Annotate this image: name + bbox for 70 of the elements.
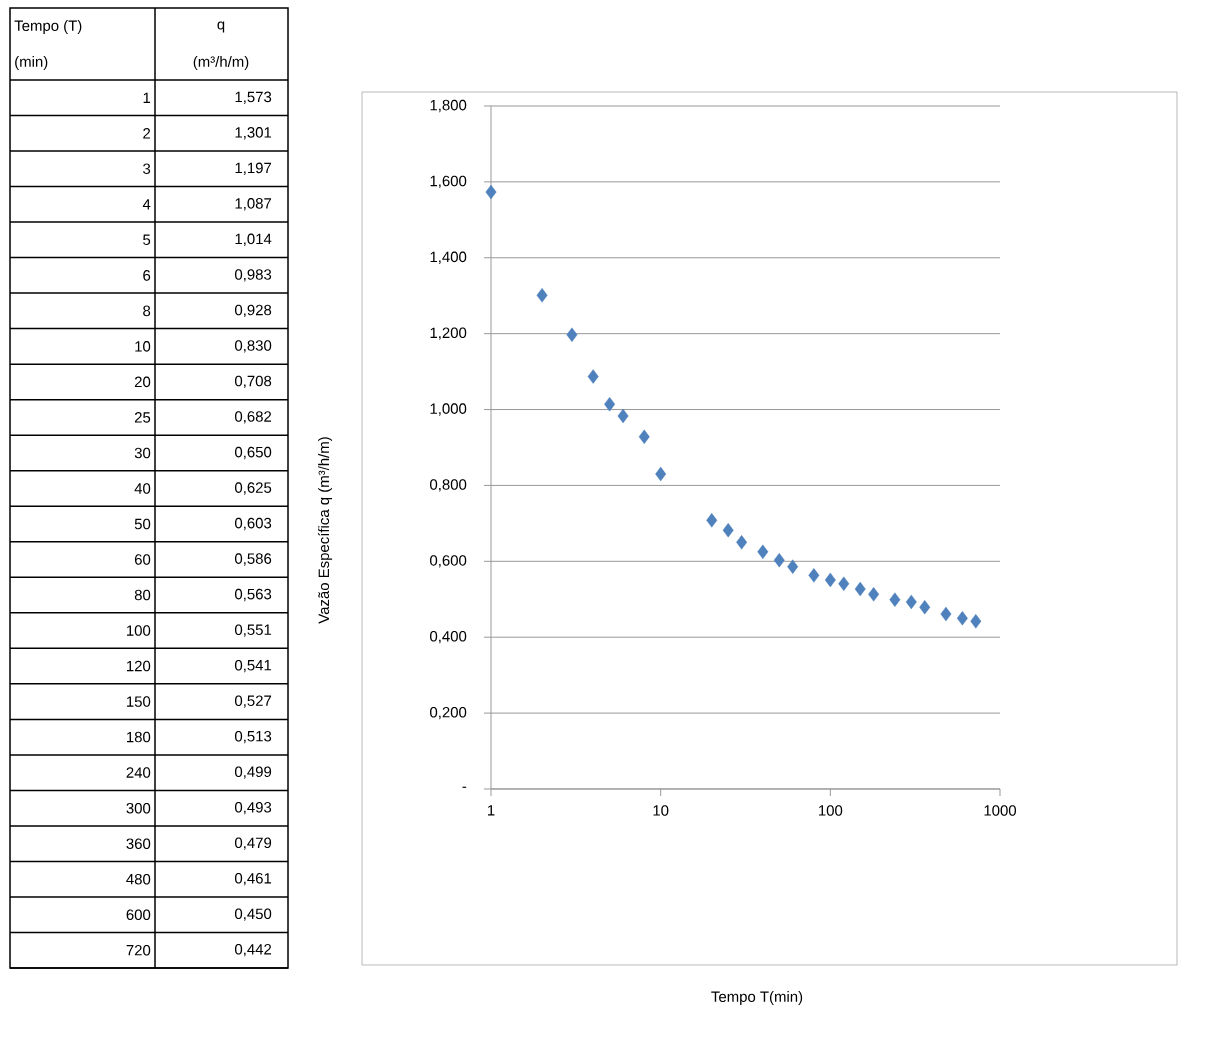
text: 4 <box>142 199 151 210</box>
text: 2 <box>143 128 151 139</box>
text: 0,527 <box>234 695 272 708</box>
text: 50 <box>134 518 151 530</box>
text: 100 <box>127 625 151 636</box>
text: (min) <box>15 56 48 70</box>
x-tick-label: 1 <box>488 805 495 816</box>
text: 0,983 <box>234 269 272 282</box>
y-tick-label: - <box>462 786 467 788</box>
text: 0,650 <box>234 446 272 460</box>
text: 10 <box>135 341 151 352</box>
text: 0,541 <box>234 659 272 673</box>
text: 1,014 <box>235 233 272 246</box>
y-tick-label: 0,800 <box>430 479 467 492</box>
text: 1 <box>143 92 151 103</box>
text: Tempo (T) <box>14 20 82 34</box>
text: 0,603 <box>234 517 272 531</box>
text: 480 <box>126 873 151 885</box>
text: 240 <box>126 767 151 778</box>
text: 30 <box>134 447 151 459</box>
text: 0,625 <box>234 482 272 495</box>
y-tick-label: 0,600 <box>430 555 467 568</box>
text: 0,493 <box>234 802 272 815</box>
text: 60 <box>134 554 151 565</box>
text: 720 <box>126 944 151 956</box>
text: 6 <box>143 270 151 281</box>
text: 0,708 <box>234 375 272 389</box>
text: 120 <box>127 660 151 672</box>
text: 0,442 <box>234 944 272 957</box>
text: 0,513 <box>234 730 272 744</box>
x-tick-label: 100 <box>819 805 843 816</box>
text: 150 <box>127 696 151 707</box>
text: 0,450 <box>234 908 272 921</box>
text: q <box>217 21 225 33</box>
text: 5 <box>143 234 151 245</box>
text: 600 <box>126 909 151 920</box>
y-tick-label: 1,200 <box>430 327 467 340</box>
text: 180 <box>127 731 151 743</box>
text: 0,563 <box>234 588 272 602</box>
text: 0,461 <box>234 873 272 886</box>
text: Tempo T(min) <box>711 991 803 1005</box>
text: 0,830 <box>234 340 272 353</box>
text: 360 <box>126 838 151 849</box>
y-tick-label: 1,400 <box>430 251 467 264</box>
text: 0,499 <box>234 766 272 779</box>
text: 0,928 <box>234 304 272 318</box>
text: 0,479 <box>234 837 272 850</box>
text: 1,301 <box>235 127 272 140</box>
text: 1,573 <box>235 91 272 104</box>
y-tick-label: 1,600 <box>430 175 467 189</box>
y-tick-label: 0,400 <box>430 631 467 644</box>
text: (m³/h/m) <box>193 56 249 70</box>
text: 300 <box>126 802 151 814</box>
text: 0,551 <box>234 624 272 637</box>
text: 8 <box>143 305 151 317</box>
text: 0,586 <box>234 553 272 566</box>
text: 1,087 <box>235 198 272 211</box>
x-tick-label: 10 <box>653 805 669 816</box>
text: 40 <box>134 483 151 494</box>
text: 80 <box>134 589 151 601</box>
text: 0,682 <box>234 411 272 424</box>
text: Vazão Específica q (m³/h/m) <box>317 437 333 624</box>
text: 3 <box>143 163 151 175</box>
text: 25 <box>134 412 151 423</box>
text: 20 <box>134 376 151 388</box>
x-tick-label: 1000 <box>984 805 1017 816</box>
y-tick-label: 1,800 <box>430 99 467 113</box>
text: 1,197 <box>235 162 272 175</box>
y-tick-label: 0,200 <box>430 706 467 720</box>
y-tick-label: 1,000 <box>430 403 467 416</box>
